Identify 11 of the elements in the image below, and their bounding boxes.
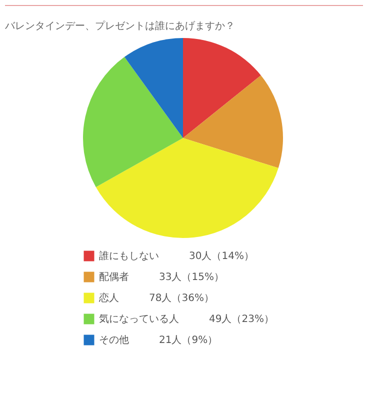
legend-label: 恋人 78人（36%） — [98, 292, 214, 304]
legend-label: 配偶者 33人（15%） — [99, 271, 224, 283]
legend-label: 誰にもしない 30人（14%） — [99, 250, 254, 262]
pie-slice — [83, 56, 183, 188]
legend-label: 気になっている人 49人（23%） — [99, 314, 274, 325]
chart-title: バレンタインデー、プレゼントは誰にあげますか？ — [5, 20, 235, 33]
legend-label: その他 21人（9%） — [99, 334, 218, 346]
pie-slice — [96, 138, 278, 238]
pie-slice — [183, 75, 283, 168]
pie-slice — [124, 38, 183, 138]
pie-slice — [183, 38, 261, 138]
